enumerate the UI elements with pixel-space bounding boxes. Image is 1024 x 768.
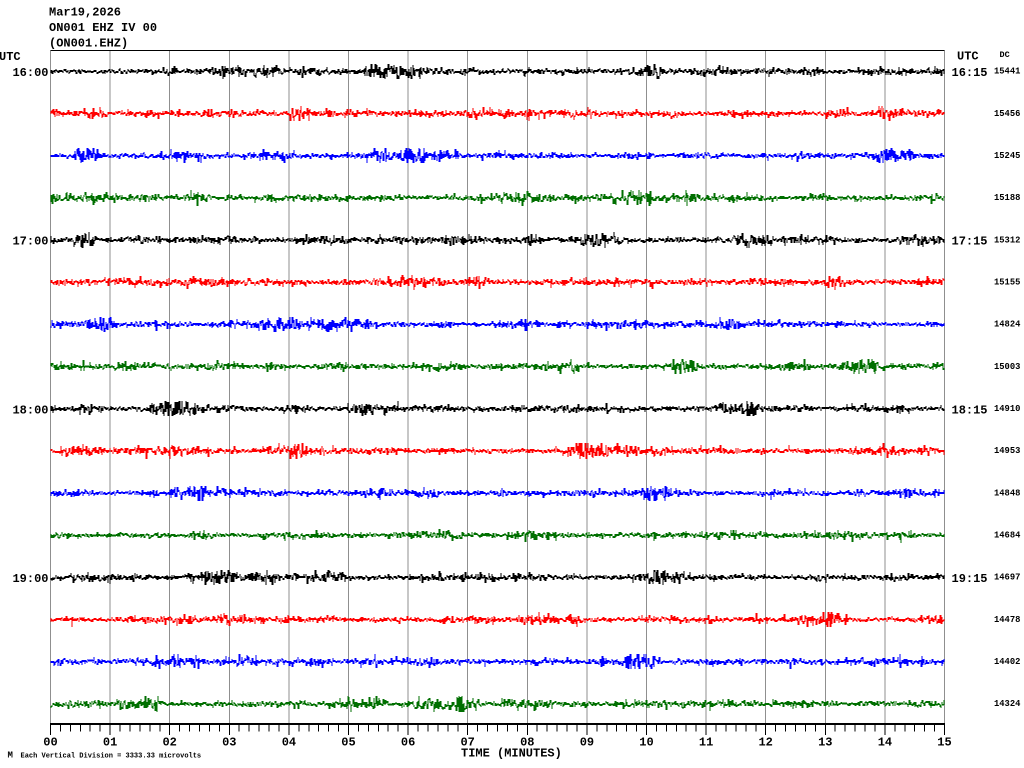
svg-text:17:15: 17:15 [952, 235, 988, 249]
svg-text:10: 10 [639, 736, 653, 750]
svg-text:14: 14 [878, 736, 892, 750]
svg-text:14684: 14684 [994, 530, 1021, 540]
svg-text:15312: 15312 [994, 235, 1020, 245]
svg-text:01: 01 [103, 736, 117, 750]
svg-text:UTC: UTC [957, 50, 979, 64]
svg-text:15441: 15441 [994, 67, 1020, 77]
svg-text:14697: 14697 [994, 573, 1020, 583]
svg-text:18:15: 18:15 [952, 403, 988, 417]
svg-text:09: 09 [580, 736, 594, 750]
svg-text:00: 00 [43, 736, 57, 750]
svg-text:M: M [8, 751, 13, 761]
svg-text:08: 08 [520, 736, 534, 750]
svg-text:16:00: 16:00 [12, 66, 48, 80]
svg-text:Each Vertical Division = 3333.: Each Vertical Division = 3333.33 microvo… [21, 753, 202, 761]
svg-text:14910: 14910 [994, 404, 1020, 414]
svg-text:06: 06 [401, 736, 415, 750]
svg-text:04: 04 [282, 736, 296, 750]
svg-text:(ON001.EHZ): (ON001.EHZ) [49, 36, 128, 50]
svg-text:19:00: 19:00 [12, 572, 48, 586]
svg-text:TIME (MINUTES): TIME (MINUTES) [461, 746, 562, 760]
svg-text:17:00: 17:00 [12, 235, 48, 249]
svg-text:Mar19,2026: Mar19,2026 [49, 5, 121, 19]
svg-text:14478: 14478 [994, 615, 1020, 625]
svg-text:DC: DC [1000, 50, 1010, 60]
svg-text:02: 02 [162, 736, 176, 750]
svg-text:15188: 15188 [994, 193, 1020, 203]
svg-text:14953: 14953 [994, 446, 1020, 456]
svg-text:16:15: 16:15 [952, 66, 988, 80]
svg-text:15: 15 [937, 736, 951, 750]
svg-text:19:15: 19:15 [952, 572, 988, 586]
svg-text:12: 12 [758, 736, 772, 750]
svg-text:14848: 14848 [994, 488, 1020, 498]
svg-text:13: 13 [818, 736, 832, 750]
svg-text:07: 07 [460, 736, 474, 750]
svg-text:15155: 15155 [994, 277, 1020, 287]
svg-text:05: 05 [341, 736, 355, 750]
svg-text:11: 11 [699, 736, 713, 750]
svg-text:03: 03 [222, 736, 236, 750]
svg-text:15003: 15003 [994, 362, 1020, 372]
svg-text:18:00: 18:00 [12, 403, 48, 417]
svg-text:14824: 14824 [994, 320, 1021, 330]
svg-text:UTC: UTC [0, 50, 21, 64]
svg-text:15245: 15245 [994, 151, 1020, 161]
svg-text:15456: 15456 [994, 109, 1020, 119]
svg-text:14402: 14402 [994, 657, 1020, 667]
svg-text:ON001 EHZ IV 00: ON001 EHZ IV 00 [49, 21, 157, 35]
svg-text:14324: 14324 [994, 699, 1021, 709]
